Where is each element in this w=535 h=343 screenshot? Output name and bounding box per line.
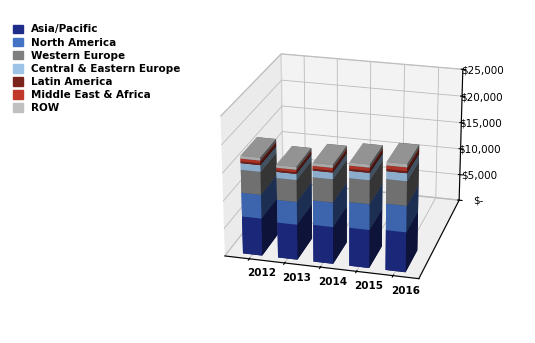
Text: Jon Peddie Research: Jon Peddie Research (432, 326, 488, 331)
Text: JPR: JPR (437, 288, 483, 310)
Legend: Asia/Pacific, North America, Western Europe, Central & Eastern Europe, Latin Ame: Asia/Pacific, North America, Western Eur… (11, 22, 183, 115)
